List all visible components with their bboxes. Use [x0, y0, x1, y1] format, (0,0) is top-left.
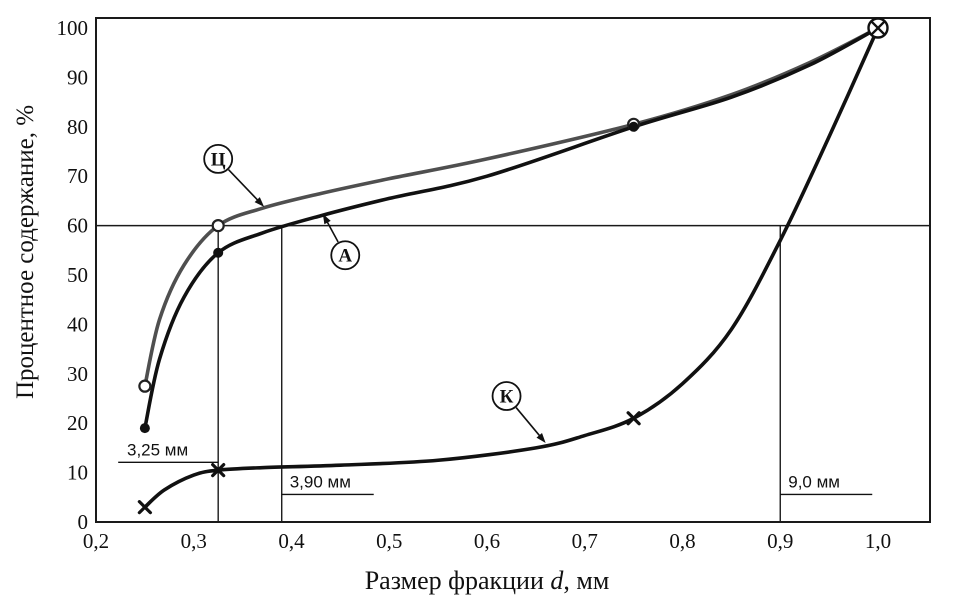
series-label-circle	[491, 381, 522, 411]
series-label-letter: А	[338, 246, 352, 267]
y-tick-label: 30	[67, 362, 88, 386]
x-marker	[211, 463, 226, 478]
x-axis-title-unit: , мм	[563, 566, 610, 595]
value-label: 9,0 мм	[788, 472, 840, 491]
x-marker	[137, 500, 152, 515]
y-tick-label: 0	[78, 510, 89, 534]
value-label-group: 3,25 мм	[118, 440, 219, 463]
y-tick-label: 80	[67, 115, 88, 139]
x-axis-title-text: Размер фракции	[364, 566, 551, 595]
x-tick-label: 1,0	[865, 529, 891, 553]
series-label-circle	[330, 240, 361, 271]
y-tick-label: 20	[67, 411, 88, 435]
series-k	[143, 26, 880, 509]
series-label-ts: Ц	[203, 144, 265, 207]
series-label-circle	[203, 144, 234, 174]
filled-circle-marker	[628, 121, 639, 132]
y-tick-label: 60	[67, 214, 88, 238]
open-circle-marker	[138, 379, 152, 393]
series-label-k: К	[491, 381, 546, 443]
series-label-a: А	[322, 213, 361, 271]
series-ts	[143, 26, 880, 388]
filled-circle-marker	[213, 247, 224, 258]
circled-x-marker	[867, 17, 889, 39]
value-label: 3,25 мм	[127, 440, 188, 459]
y-tick-label: 50	[67, 263, 88, 287]
series-label-letter: Ц	[211, 149, 226, 170]
series-a	[143, 26, 880, 430]
y-tick-label: 70	[67, 164, 88, 188]
plot-border	[95, 17, 931, 523]
series-curve	[143, 26, 880, 388]
y-tick-label: 10	[67, 461, 88, 485]
series-curve	[143, 26, 880, 430]
arrowhead-icon	[536, 432, 546, 443]
series-label-letter: К	[500, 387, 514, 408]
x-tick-label: 0,5	[376, 529, 402, 553]
x-tick-label: 0,7	[572, 529, 598, 553]
x-tick-label: 0,2	[83, 529, 109, 553]
x-tick-label: 0,4	[278, 529, 305, 553]
x-tick-label: 0,9	[767, 529, 793, 553]
arrowhead-icon	[254, 197, 265, 207]
value-label-group: 3,90 мм	[281, 472, 374, 496]
x-tick-label: 0,3	[181, 529, 207, 553]
series-curve	[143, 26, 880, 509]
y-tick-label: 40	[67, 312, 88, 336]
y-tick-label: 90	[67, 65, 88, 89]
filled-circle-marker	[139, 423, 150, 434]
x-tick-label: 0,6	[474, 529, 500, 553]
x-axis-title: Размер фракции d, мм	[365, 566, 610, 596]
y-axis-title: Процентное содержание, %	[12, 104, 39, 400]
open-circle-marker	[211, 219, 225, 233]
arrowhead-icon	[322, 213, 331, 225]
x-axis-title-variable: d	[550, 566, 564, 595]
value-label-group: 9,0 мм	[780, 472, 873, 496]
x-tick-label: 0,8	[669, 529, 695, 553]
value-label: 3,90 мм	[290, 472, 351, 491]
x-marker	[626, 411, 641, 426]
y-tick-label: 100	[57, 16, 89, 40]
